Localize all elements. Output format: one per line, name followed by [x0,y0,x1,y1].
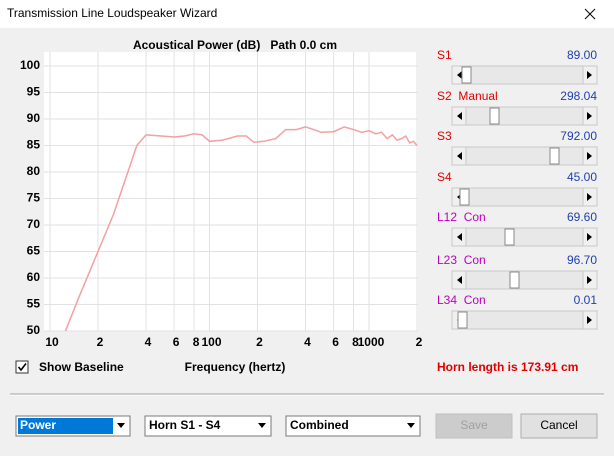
slider-thumb[interactable] [457,311,468,329]
dropdown[interactable] [285,415,421,437]
dropdown-arrow [117,423,125,428]
y-tick-label: 90 [27,111,41,125]
slider-track[interactable] [451,270,598,290]
check-mark [17,363,27,372]
y-tick-label: 100 [20,58,40,72]
slider-track[interactable] [451,146,598,166]
button[interactable] [520,413,598,439]
slider-thumb[interactable] [504,228,515,246]
chart-title: Acoustical Power (dB) Path 0.0 cm [133,38,337,52]
title-bar [0,0,614,28]
x-tick-label: 4 [145,335,152,349]
close-button[interactable] [584,8,596,20]
slider-value: 89.00 [567,48,597,62]
y-tick-label: 95 [27,85,41,99]
slider-thumb[interactable] [461,66,472,84]
x-tick-label: 2 [97,335,104,349]
slider-label: S1 [437,48,452,62]
x-tick-label: 2 [256,335,263,349]
slider-thumb[interactable] [489,107,500,125]
slider-track[interactable] [451,106,598,126]
arrow-icon [587,233,592,241]
slider-track[interactable] [451,227,598,247]
x-axis-label: Frequency (hertz) [185,360,286,374]
arrow-icon [457,152,462,160]
slider-value: 792.00 [560,129,597,143]
y-tick-label: 85 [27,138,41,152]
slider-label: L34 Con [437,293,486,307]
arrow-icon [457,276,462,284]
y-tick-label: 70 [27,217,41,231]
checkbox-label[interactable]: Show Baseline [39,360,124,374]
slider-label: S4 [437,170,452,184]
arrow-icon [587,316,592,324]
slider-value: 45.00 [567,170,597,184]
button-label: Cancel [540,418,577,432]
y-tick-label: 75 [27,191,41,205]
y-tick-label: 50 [27,323,41,337]
x-tick-label: 8 [352,335,359,349]
y-tick-label: 55 [27,297,41,311]
dropdown-arrow [407,423,415,428]
x-tick-label: 10 [45,335,59,349]
window-title: Transmission Line Loudspeaker Wizard [7,6,217,20]
arrow-icon [457,112,462,120]
slider-label: S2 Manual [437,89,498,103]
slider-value: 0.01 [574,293,598,307]
y-tick-label: 60 [27,270,41,284]
dropdown-selection [18,418,113,434]
dropdown[interactable] [144,415,272,437]
arrow-icon [587,112,592,120]
arrow-icon [587,276,592,284]
slider-label: L12 Con [437,210,486,224]
x-tick-label: 2 [416,335,423,349]
arrow-icon [457,233,462,241]
x-tick-label: 100 [201,335,221,349]
slider-value: 69.60 [567,210,597,224]
arrow-icon [587,193,592,201]
slider-track[interactable] [451,310,598,330]
arrow-icon [457,71,462,79]
slider-value: 298.04 [560,89,597,103]
slider-label: L23 Con [437,253,486,267]
x-tick-label: 6 [332,335,339,349]
x-tick-label: 8 [193,335,200,349]
slider-label: S3 [437,129,452,143]
x-tick-label: 6 [173,335,180,349]
data-line [64,126,418,332]
y-tick-label: 65 [27,244,41,258]
arrow-icon [587,71,592,79]
x-tick-label: 4 [304,335,311,349]
slider-thumb[interactable] [549,147,560,165]
horn-length: Horn length is 173.91 cm [437,360,578,374]
slider-thumb[interactable] [459,188,470,206]
checkbox[interactable] [15,360,29,374]
slider-track[interactable] [451,65,598,85]
slider-track[interactable] [451,187,598,207]
dropdown-value: Horn S1 - S4 [149,418,221,432]
dropdown-value: Combined [290,418,349,432]
dropdown-value: Power [20,418,56,432]
arrow-icon [587,152,592,160]
y-tick-label: 80 [27,164,41,178]
plot-area [44,52,418,331]
dropdown-arrow [258,423,266,428]
button [435,413,513,439]
slider-thumb[interactable] [509,271,520,289]
x-tick-label: 1000 [358,335,385,349]
button-label: Save [460,418,488,432]
close-icon [584,8,596,20]
slider-value: 96.70 [567,253,597,267]
